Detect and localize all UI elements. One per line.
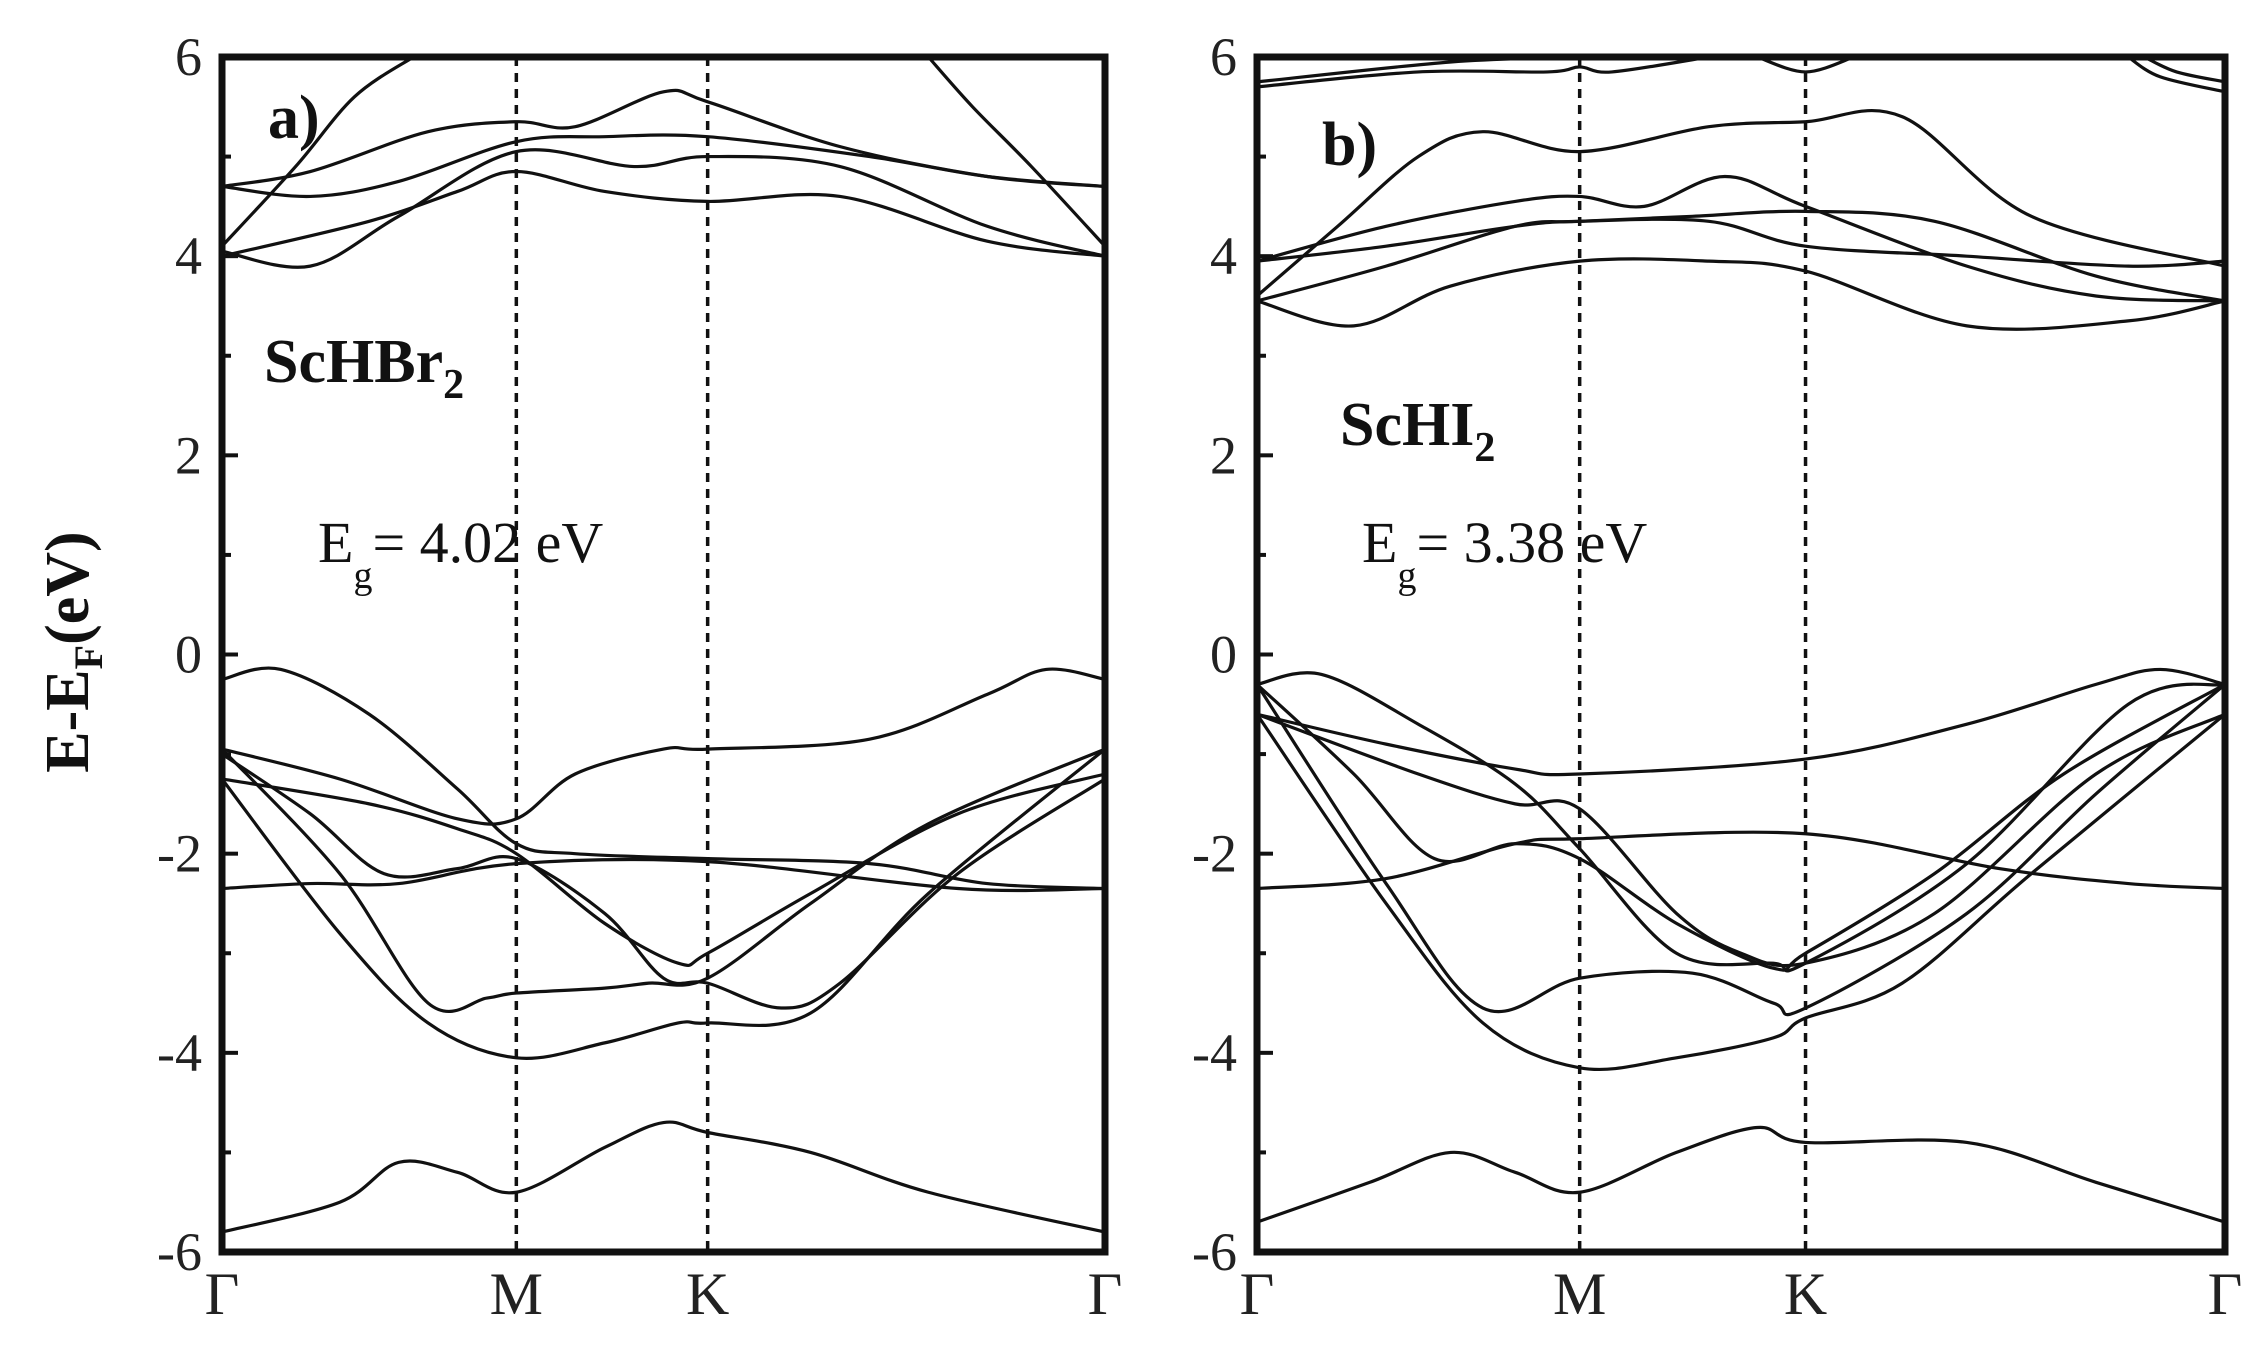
x-tick-label-0: Γ: [1240, 1261, 1275, 1327]
panel-a-label: a): [268, 84, 320, 152]
panel-b-gap: Eg= 3.38 eV: [1362, 510, 1647, 597]
panel-b-gap-prefix: E: [1362, 510, 1397, 575]
panel-a-compound: ScHBr2: [264, 328, 464, 408]
band-line-band2: [1255, 713, 2227, 1072]
panel-a-bands: [220, 55, 1107, 1234]
band-line-band14: [927, 55, 1107, 248]
band-line-band11: [1256, 174, 2226, 303]
panel-a-compound-sub: 2: [443, 362, 464, 408]
y-tick-label: 6: [1210, 27, 1237, 87]
x-tick-label-2: K: [1784, 1261, 1827, 1327]
y-tick-label: 4: [1210, 226, 1237, 286]
band-line-band1: [221, 1120, 1106, 1234]
band-line-band8: [1256, 830, 2226, 891]
band-line-band10: [1256, 209, 2226, 303]
band-line-band6: [1256, 671, 2226, 973]
panel-b-gap-text: = 3.38 eV: [1416, 510, 1647, 575]
band-line-band17: [2127, 55, 2226, 94]
band-line-band5: [1256, 712, 2226, 968]
band-line-band13: [1256, 217, 2226, 268]
y-label-sub: F: [66, 645, 111, 669]
panel-b-gap-sub: g: [1397, 555, 1416, 597]
y-tick-label: -2: [1192, 824, 1237, 884]
panel-a-gap: Eg= 4.02 eV: [318, 510, 603, 597]
panel-a-gap-prefix: E: [318, 510, 353, 575]
y-tick-label: -4: [157, 1023, 202, 1083]
x-tick-label-2: K: [686, 1261, 729, 1327]
panel-a-symmetry-lines: [514, 57, 710, 1252]
x-tick-label-0: Γ: [205, 1261, 240, 1327]
panel-a-compound-main: ScHBr: [264, 328, 443, 396]
y-tick-label: 2: [175, 425, 202, 485]
panel-a-gap-text: = 4.02 eV: [372, 510, 603, 575]
y-tick-label: 2: [1210, 425, 1237, 485]
y-tick-label: -6: [1192, 1222, 1237, 1282]
band-line-band1: [1256, 1125, 2226, 1224]
y-label-unit: (eV): [34, 531, 102, 645]
panel-b-symmetry-lines: [1577, 57, 1808, 1252]
x-tick-label-1: M: [1553, 1261, 1606, 1327]
y-tick-label: -4: [1192, 1023, 1237, 1083]
band-line-band9: [221, 169, 1106, 258]
y-tick-label: -6: [157, 1222, 202, 1282]
band-line-band7: [1256, 667, 2226, 777]
band-line-band7: [221, 666, 1106, 891]
band-line-band5: [221, 772, 1106, 967]
x-tick-label-3: Γ: [2208, 1261, 2243, 1327]
band-line-band9: [1256, 257, 2226, 331]
band-line-band18: [2143, 55, 2226, 84]
x-tick-label-3: Γ: [1088, 1261, 1123, 1327]
x-tick-label-1: M: [490, 1261, 543, 1327]
panel-a-frame: [218, 53, 1109, 1256]
band-line-band12: [221, 88, 1106, 189]
y-tick-label: 6: [175, 27, 202, 87]
band-line-band16: [1756, 55, 1855, 74]
band-line-band4: [1255, 682, 2226, 972]
band-line-band13: [220, 55, 415, 248]
y-label-main: E-E: [34, 669, 102, 772]
band-line-band11: [221, 133, 1106, 199]
y-tick-label: 0: [175, 625, 202, 685]
panel-b-compound-main: ScHI: [1340, 391, 1474, 459]
y-tick-label: -2: [157, 824, 202, 884]
band-line-band10: [221, 148, 1106, 269]
band-line-band14: [1256, 55, 1709, 89]
panel-b-frame: [1253, 53, 2229, 1256]
band-line-band6: [221, 667, 1106, 826]
band-line-band15: [1256, 55, 1580, 84]
panel-b-compound: ScHI2: [1340, 391, 1495, 471]
band-line-band8: [221, 857, 1106, 893]
panel-b-compound-sub: 2: [1474, 425, 1495, 471]
panel-b-bands: [1255, 55, 2227, 1224]
y-tick-label: 0: [1210, 625, 1237, 685]
panel-a-gap-sub: g: [353, 555, 372, 597]
band-line-band2: [220, 747, 1107, 1060]
y-axis-label: E-EF(eV): [34, 531, 111, 772]
svg-text:E-EF(eV): E-EF(eV): [34, 531, 111, 772]
band-line-band12: [1255, 108, 2226, 298]
panel-b-label: b): [1322, 111, 1377, 179]
y-tick-label: 4: [175, 226, 202, 286]
band-line-band4: [221, 752, 1106, 1010]
band-line-band3: [1255, 683, 2227, 1017]
